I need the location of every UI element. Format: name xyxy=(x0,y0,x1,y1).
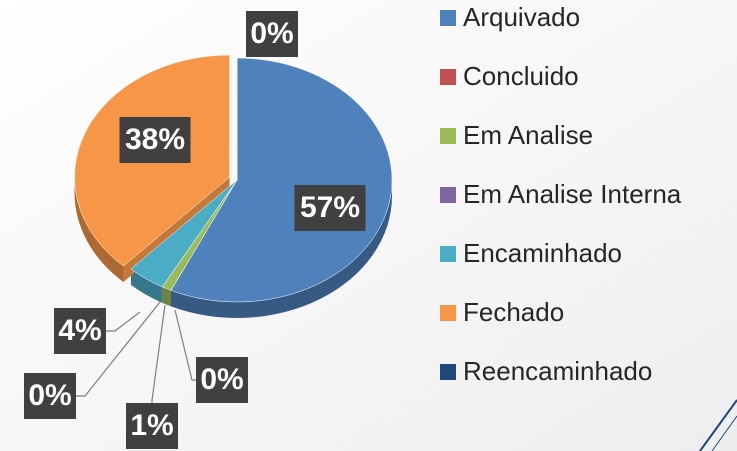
slice xyxy=(170,57,393,303)
decoration xyxy=(699,399,737,451)
data-label: 1% xyxy=(130,409,173,442)
legend-label: Concluido xyxy=(463,61,579,91)
legend-label: Encaminhado xyxy=(463,238,622,268)
legend-swatch xyxy=(440,10,456,26)
legend-label: Reencaminhado xyxy=(463,356,652,386)
label-box xyxy=(54,308,106,354)
slice-side xyxy=(130,268,163,303)
legend-swatch xyxy=(440,69,456,85)
data-label: 57% xyxy=(300,191,360,224)
data-label: 0% xyxy=(250,17,293,50)
data-label: 4% xyxy=(58,314,101,347)
legend-swatch xyxy=(440,305,456,321)
slice-side xyxy=(74,177,124,282)
legend-swatch xyxy=(440,364,456,380)
slice-side xyxy=(171,180,392,318)
legend-swatch xyxy=(440,187,456,203)
legend-label: Em Analise Interna xyxy=(463,179,682,209)
legend-label: Em Analise xyxy=(463,120,593,150)
data-label: 0% xyxy=(28,379,71,412)
label-box xyxy=(119,117,191,163)
label-box xyxy=(126,403,178,449)
slice xyxy=(130,179,238,288)
label-box xyxy=(294,185,366,231)
legend-label: Fechado xyxy=(463,297,564,327)
decoration xyxy=(711,415,737,451)
legend-swatch xyxy=(440,128,456,144)
slice-side xyxy=(162,286,172,307)
legend-label: Arquivado xyxy=(463,2,580,32)
label-box xyxy=(246,11,298,57)
data-label: 0% xyxy=(200,363,243,396)
legend-swatch xyxy=(440,246,456,262)
label-box xyxy=(24,373,76,419)
label-box xyxy=(196,357,248,403)
data-label: 38% xyxy=(125,123,185,156)
